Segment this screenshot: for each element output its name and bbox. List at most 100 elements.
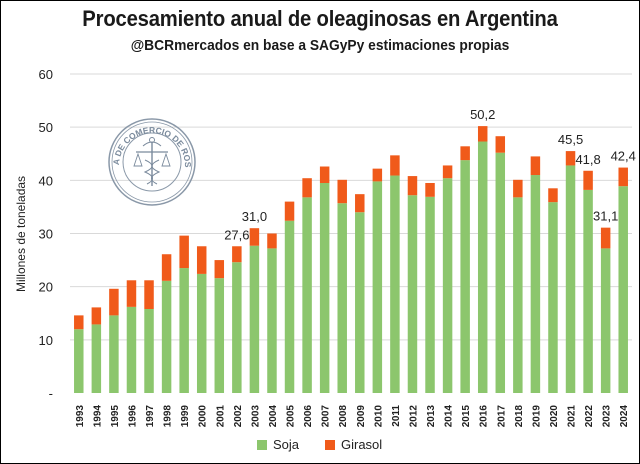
bar-soja-2014 xyxy=(442,178,453,393)
bar-girasol-2011 xyxy=(390,155,400,176)
bar-girasol-2009 xyxy=(355,194,365,213)
bar-soja-2011 xyxy=(390,175,400,393)
bar-soja-2016 xyxy=(477,141,488,393)
bar-soja-2019 xyxy=(530,175,541,393)
bar-girasol-2003 xyxy=(249,228,260,246)
legend-swatch-soja xyxy=(257,440,267,450)
bar-girasol-2024 xyxy=(618,167,628,187)
x-tick-label: 1998 xyxy=(163,405,174,428)
x-tick-label: 2008 xyxy=(338,405,349,428)
chart-title: Procesamiento anual de oleaginosas en Ar… xyxy=(82,6,558,31)
x-tick-label: 2012 xyxy=(408,405,419,428)
bar-soja-2022 xyxy=(583,189,593,393)
svg-text:BOLSA DE COMERCIO DE ROSARIO: BOLSA DE COMERCIO DE ROSARIO xyxy=(0,0,193,168)
bar-girasol-2004 xyxy=(267,233,277,249)
bar-girasol-1994 xyxy=(91,307,102,325)
bar-soja-2002 xyxy=(232,262,242,393)
bar-soja-2023 xyxy=(600,248,611,393)
bar-soja-2013 xyxy=(425,196,435,393)
x-tick-label: 2022 xyxy=(584,405,595,428)
bar-girasol-2016 xyxy=(477,126,488,142)
bar-girasol-2014 xyxy=(442,165,453,179)
bar-girasol-1996 xyxy=(126,280,137,307)
data-label-2003: 31,0 xyxy=(242,209,267,224)
data-label-2024: 42,4 xyxy=(611,149,636,164)
bar-girasol-2006 xyxy=(302,178,312,198)
x-tick-label: 2015 xyxy=(461,405,472,428)
x-tick-label: 1994 xyxy=(92,405,103,428)
x-tick-label: 2016 xyxy=(479,405,490,428)
x-tick-label: 2009 xyxy=(356,405,367,428)
x-tick-label: 2000 xyxy=(198,405,209,428)
x-tick-label: 1993 xyxy=(75,405,86,428)
data-label-2016: 50,2 xyxy=(470,107,495,122)
bar-soja-2010 xyxy=(372,181,383,393)
bar-soja-1993 xyxy=(74,329,84,393)
x-tick-label: 2006 xyxy=(303,405,314,428)
x-tick-label: 1995 xyxy=(110,405,121,428)
bar-girasol-1997 xyxy=(144,280,154,309)
bar-girasol-1999 xyxy=(179,235,189,269)
bar-soja-2003 xyxy=(249,245,260,393)
bar-girasol-2018 xyxy=(513,179,523,198)
bar-soja-1999 xyxy=(179,268,189,393)
data-label-2021: 45,5 xyxy=(558,132,583,147)
bar-soja-2004 xyxy=(267,248,277,393)
x-tick-label: 2023 xyxy=(602,405,613,428)
y-tick-label: 10 xyxy=(39,333,53,348)
bar-soja-2020 xyxy=(548,202,558,393)
x-tick-label: 2005 xyxy=(286,405,297,428)
x-tick-label: 2010 xyxy=(373,405,384,428)
bar-girasol-2020 xyxy=(548,188,558,203)
x-tick-label: 2019 xyxy=(531,405,542,428)
chart-subtitle: @BCRmercados en base a SAGyPy estimacion… xyxy=(130,37,510,54)
x-tick-label: 2002 xyxy=(233,405,244,428)
x-tick-label: 2014 xyxy=(444,405,455,428)
bar-soja-2001 xyxy=(214,278,225,393)
bar-soja-1994 xyxy=(91,324,102,393)
bar-soja-2007 xyxy=(319,182,330,393)
rosario-seal-watermark: BOLSA DE COMERCIO DE ROSARIO xyxy=(0,0,196,206)
y-axis-label: Millones de toneladas xyxy=(14,176,28,292)
bar-girasol-2017 xyxy=(495,136,506,153)
bar-soja-1996 xyxy=(126,306,137,393)
legend-label-girasol: Girasol xyxy=(341,437,382,452)
bar-soja-1998 xyxy=(161,280,172,393)
x-tick-label: 2017 xyxy=(496,405,507,428)
bar-girasol-2022 xyxy=(583,170,593,190)
y-tick-label: 50 xyxy=(39,120,53,135)
y-axis-ticks: - 10 20 30 40 50 60 xyxy=(39,67,53,401)
bar-soja-2000 xyxy=(196,273,207,393)
bar-soja-1997 xyxy=(144,308,154,393)
legend-swatch-girasol xyxy=(325,440,335,450)
x-tick-label: 2013 xyxy=(426,405,437,428)
x-tick-label: 2007 xyxy=(321,405,332,428)
bars xyxy=(74,126,628,393)
data-label-2023: 31,1 xyxy=(593,209,618,224)
bar-girasol-2005 xyxy=(284,201,295,221)
data-label-2002: 27,6 xyxy=(224,227,249,242)
x-tick-label: 2024 xyxy=(619,405,630,428)
bar-girasol-2000 xyxy=(196,246,207,274)
bar-soja-2018 xyxy=(513,197,523,393)
bar-soja-2012 xyxy=(407,195,418,393)
x-tick-label: 1997 xyxy=(145,405,156,428)
bar-soja-2009 xyxy=(355,212,365,393)
grid xyxy=(70,73,632,341)
data-labels: 27,6 31,0 50,2 45,5 41,8 31,1 42,4 xyxy=(224,107,636,242)
bar-girasol-2013 xyxy=(425,182,435,197)
bar-girasol-2001 xyxy=(214,260,225,279)
legend: Soja Girasol xyxy=(257,437,382,452)
legend-label-soja: Soja xyxy=(273,437,300,452)
x-tick-label: 2021 xyxy=(567,405,578,428)
x-tick-label: 2020 xyxy=(549,405,560,428)
x-tick-label: 2011 xyxy=(391,405,402,427)
bar-soja-2006 xyxy=(302,197,312,393)
x-tick-label: 2018 xyxy=(514,405,525,428)
bar-girasol-2015 xyxy=(460,146,470,161)
bar-soja-2024 xyxy=(618,186,628,393)
bar-girasol-2023 xyxy=(600,227,611,249)
bar-girasol-2007 xyxy=(319,166,330,183)
bar-soja-2005 xyxy=(284,220,295,393)
